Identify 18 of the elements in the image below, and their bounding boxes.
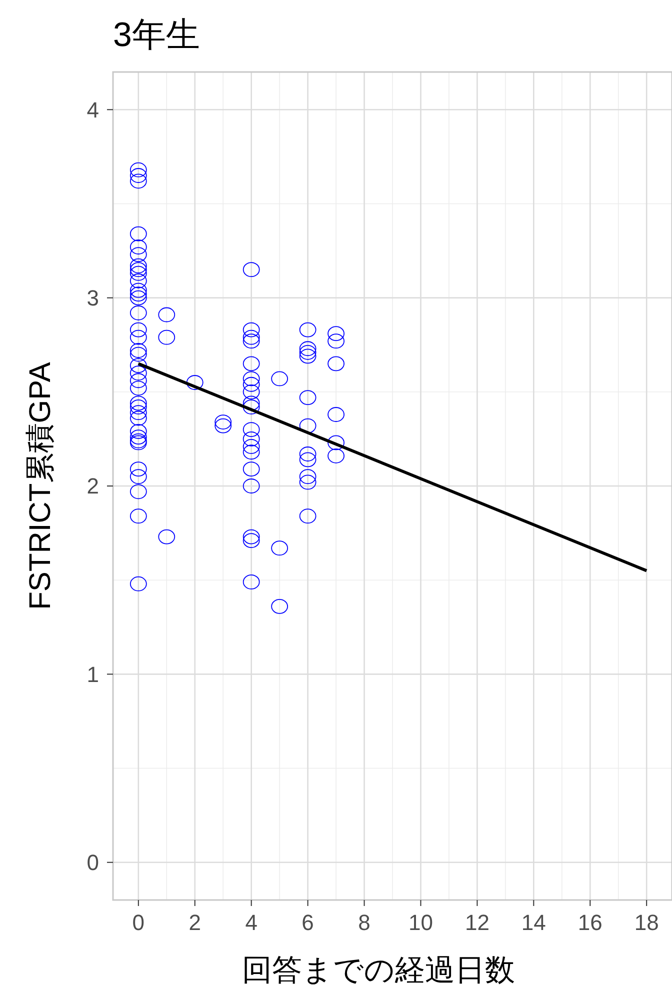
- y-tick-label: 2: [86, 474, 99, 499]
- y-tick-label: 4: [86, 97, 99, 122]
- x-tick-label: 16: [578, 910, 602, 935]
- x-tick-label: 4: [245, 910, 258, 935]
- y-tick-label: 0: [86, 850, 99, 876]
- x-tick-label: 8: [358, 910, 370, 935]
- x-tick-label: 18: [634, 910, 659, 935]
- x-tick-label: 6: [302, 910, 314, 935]
- y-tick-label: 3: [86, 286, 99, 311]
- x-tick-label: 10: [408, 910, 433, 935]
- x-tick-label: 0: [132, 910, 145, 935]
- y-axis-title: FSTRICT累積GPA: [24, 362, 57, 610]
- x-tick-label: 2: [188, 910, 201, 935]
- x-axis-title: 回答までの経過日数: [242, 954, 515, 987]
- chart-title: 3年生: [113, 16, 200, 54]
- x-tick-label: 14: [521, 910, 546, 935]
- x-tick-label: 12: [464, 910, 490, 935]
- y-tick-label: 1: [86, 662, 99, 687]
